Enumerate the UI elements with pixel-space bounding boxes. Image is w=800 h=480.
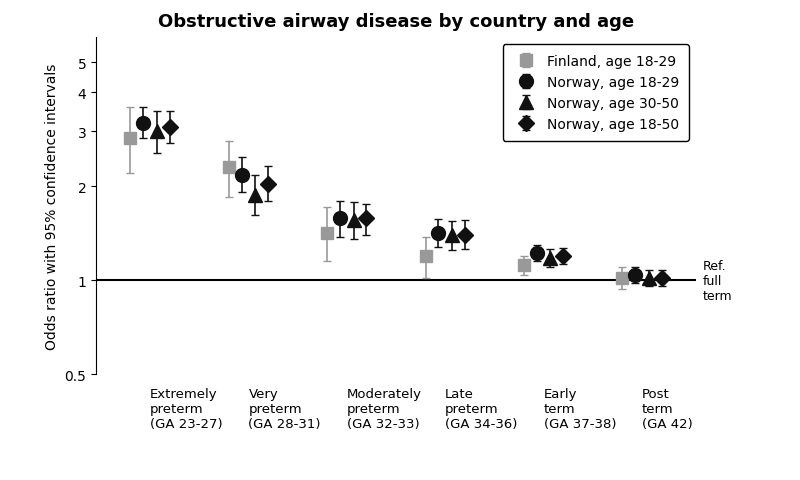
Text: Ref.
full
term: Ref. full term	[703, 259, 733, 302]
Legend: Finland, age 18-29, Norway, age 18-29, Norway, age 30-50, Norway, age 18-50: Finland, age 18-29, Norway, age 18-29, N…	[502, 45, 689, 142]
Title: Obstructive airway disease by country and age: Obstructive airway disease by country an…	[158, 13, 634, 31]
Y-axis label: Odds ratio with 95% confidence intervals: Odds ratio with 95% confidence intervals	[45, 63, 59, 349]
